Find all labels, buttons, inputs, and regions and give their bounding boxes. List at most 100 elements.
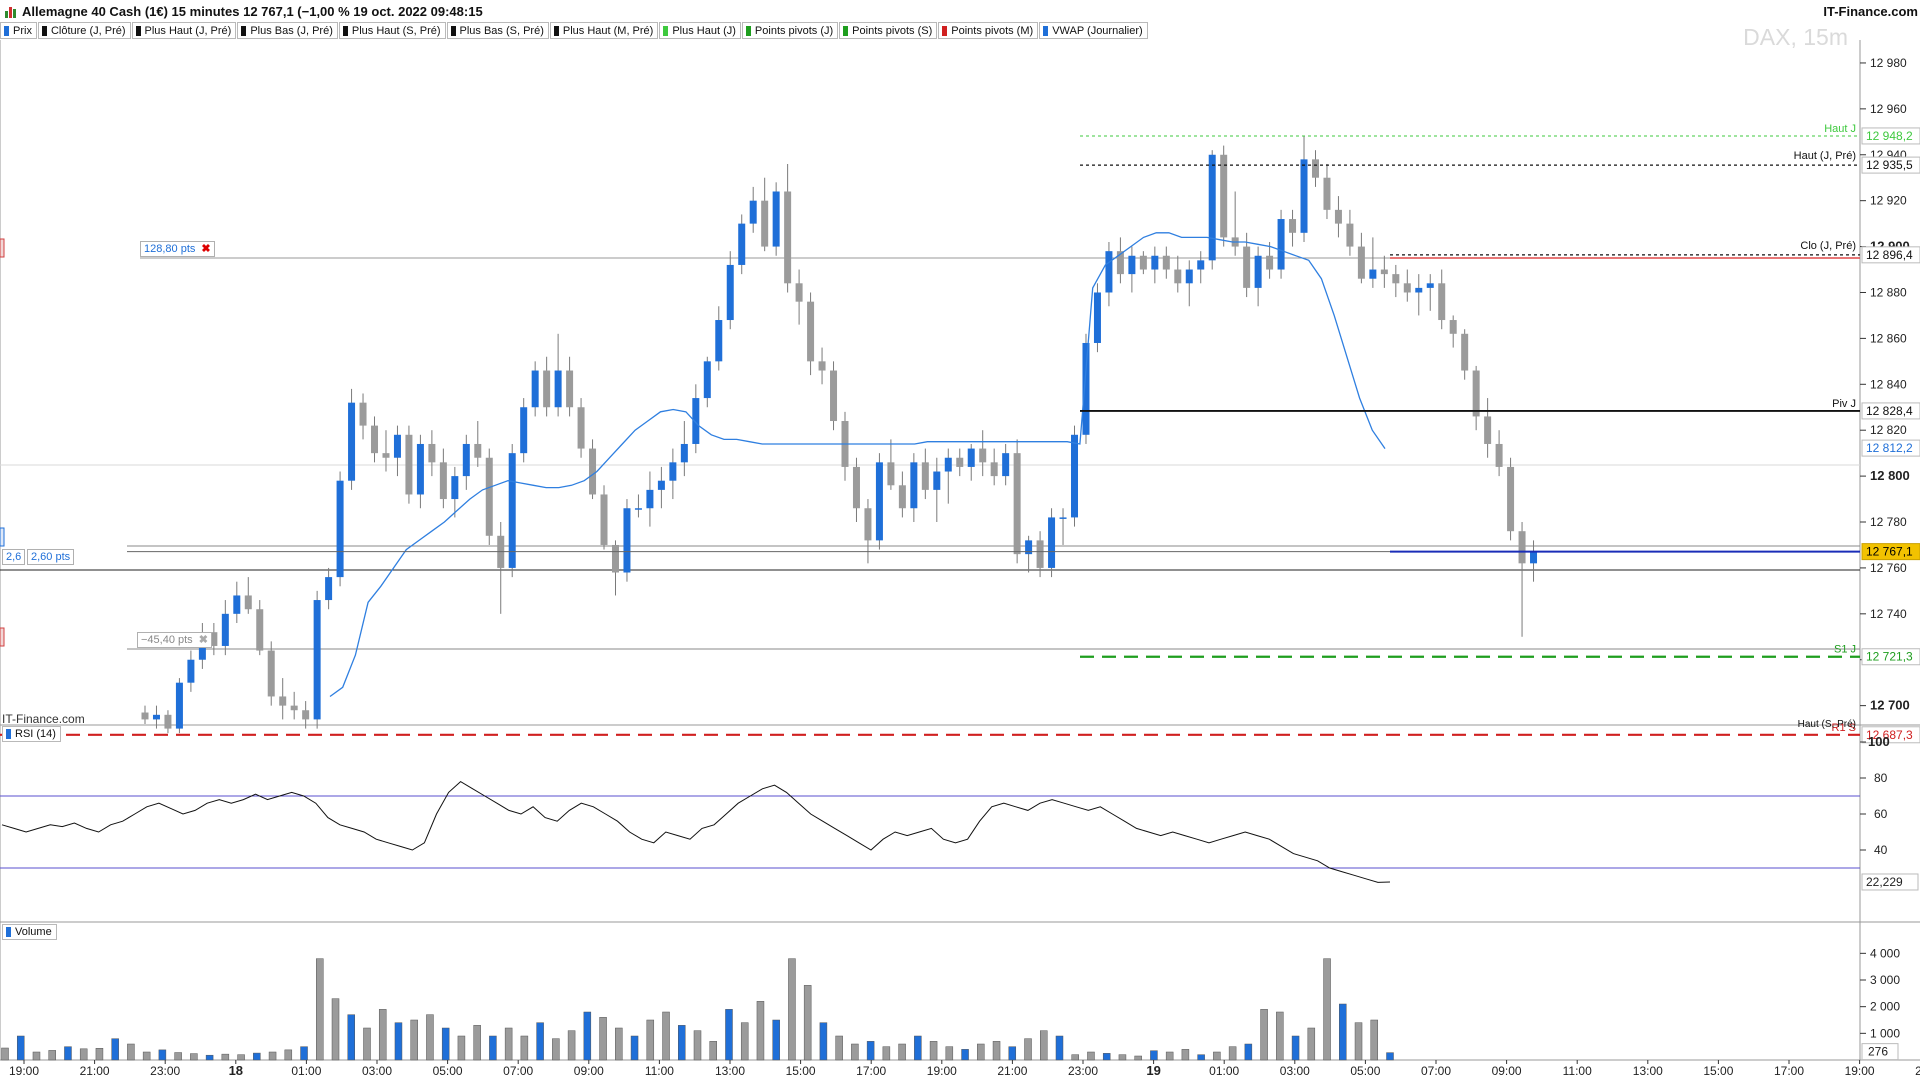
legend-swatch [1043,25,1049,36]
legend-item[interactable]: Prix [0,22,37,39]
left-marker [0,238,5,258]
legend-item[interactable]: Clôture (J, Pré) [37,22,131,39]
volume-bar [1,1047,9,1061]
candle-down [302,710,310,720]
candle-up [1185,269,1193,284]
volume-bar [599,1017,607,1061]
candle-up [416,443,424,495]
legend-label: Plus Haut (J, Pré) [144,24,232,37]
price-tick-label: 12 960 [1870,102,1907,116]
rsi-current-box [1861,873,1919,891]
rsi-panel-title[interactable]: RSI (14) [2,726,61,742]
volume-panel-title[interactable]: Volume [2,924,57,940]
candle-up [554,370,562,408]
candle-up [1025,540,1033,555]
legend-label: Plus Bas (J, Pré) [250,24,333,37]
price-tick-label: 12 820 [1870,423,1907,437]
candle-down [256,609,264,651]
time-tick-label: 05:00 [433,1064,463,1078]
legend-item[interactable]: Plus Bas (S, Pré) [446,22,549,39]
candle-down [428,443,436,463]
volume-bar [1150,1050,1158,1061]
legend-item[interactable]: Plus Haut (M, Pré) [549,22,659,39]
candle-up [772,191,780,247]
volume-bar [914,1035,922,1061]
legend-item[interactable]: Points pivots (J) [741,22,839,39]
candle-down [566,370,574,408]
measure-label-3[interactable]: 2,60 pts [27,549,75,565]
rsi-tick-label: 100 [1868,734,1890,749]
close-icon[interactable]: ✖ [201,243,211,255]
volume-bar [646,1019,655,1061]
volume-bar [1386,1052,1394,1061]
candle-down [1139,255,1147,270]
volume-current-box [1861,1043,1899,1061]
legend-item[interactable]: Plus Bas (J, Pré) [237,22,338,39]
level-value: 12 721,3 [1866,650,1913,664]
candle-down [1380,269,1388,275]
candle-down [1289,219,1297,233]
candle-down [1311,159,1319,178]
time-tick-label: 15:00 [1703,1064,1733,1078]
candle-up [657,480,665,490]
candle-up [325,577,333,601]
time-tick-label: 19:00 [1845,1064,1875,1078]
volume-bar [142,1051,151,1061]
volume-bar [1071,1054,1079,1061]
price-tick-label: 12 840 [1870,377,1907,391]
close-icon[interactable]: ✖ [198,634,208,646]
volume-bar [662,1011,670,1061]
price-tick-label: 12 740 [1870,607,1907,621]
candle-up [1277,219,1285,270]
volume-bar [866,1041,875,1061]
legend-swatch [663,25,669,36]
candle-down [1243,246,1251,288]
volume-bar [32,1051,41,1061]
volume-bar [378,1009,387,1061]
level-value: 12 687,3 [1866,728,1913,742]
measure-label-1[interactable]: 128,80 pts ✖ [140,241,215,257]
legend-item[interactable]: VWAP (Journalier) [1039,22,1148,39]
candle-up [1002,453,1010,477]
measure-label-2[interactable]: 2,6 [2,549,26,565]
volume-bar [520,1035,529,1061]
volume-bar [1260,1009,1268,1061]
legend-item[interactable]: Plus Haut (J) [659,22,741,39]
time-tick-label: 21:00 [997,1064,1027,1078]
legend-item[interactable]: Plus Haut (J, Pré) [131,22,237,39]
volume-tick-label: 1 000 [1870,1026,1900,1040]
candle-up [221,613,229,646]
legend-label: Plus Haut (J) [672,24,736,37]
legend-item[interactable]: Points pivots (M) [938,22,1039,39]
title-bar: Allemagne 40 Cash (1€) 15 minutes 12 767… [0,0,1920,24]
measure-label-4[interactable]: −45,40 pts ✖ [137,632,212,648]
legend-item[interactable]: Plus Haut (S, Pré) [338,22,446,39]
candle-down [830,370,838,422]
price-tick-label: 12 700 [1870,698,1910,713]
volume-bar [1181,1049,1190,1061]
legend-label: Points pivots (J) [754,24,834,37]
candle-up [1369,269,1377,279]
volume-bar [740,1022,749,1061]
time-tick-label: 13:00 [1633,1064,1663,1078]
price-tick-label: 12 860 [1870,331,1907,345]
volume-bar [945,1046,954,1061]
candle-down [611,544,619,573]
chart-copyright: IT-Finance.com [2,712,85,726]
time-tick-label: 18 [229,1063,243,1078]
candle-up [634,508,642,510]
candle-down [956,457,964,467]
volume-bar [929,1041,938,1061]
legend-item[interactable]: Points pivots (S) [839,22,938,39]
legend-label: Clôture (J, Pré) [50,24,126,37]
volume-bar [268,1051,277,1061]
candle-down [1357,246,1365,279]
candle-up [1093,292,1101,343]
level-value: 12 767,1 [1866,545,1913,559]
volume-bar [489,1035,497,1061]
candle-down [1461,333,1469,371]
candle-up [175,682,183,729]
candle-down [990,462,998,477]
candle-up [749,200,757,224]
